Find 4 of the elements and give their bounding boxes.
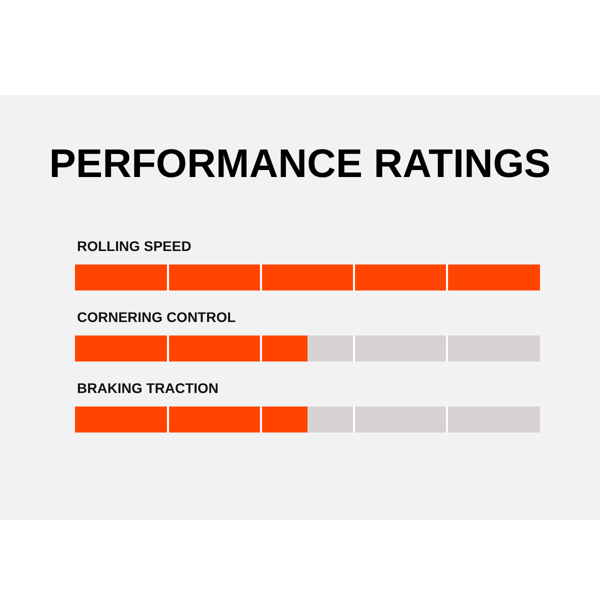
y-tick-label: ROLLING SPEED [77,238,192,254]
y-tick-label: CORNERING CONTROL [77,309,236,325]
y-tick-label: BRAKING TRACTION [77,380,219,396]
chart-title: PERFORMANCE RATINGS [49,142,551,186]
